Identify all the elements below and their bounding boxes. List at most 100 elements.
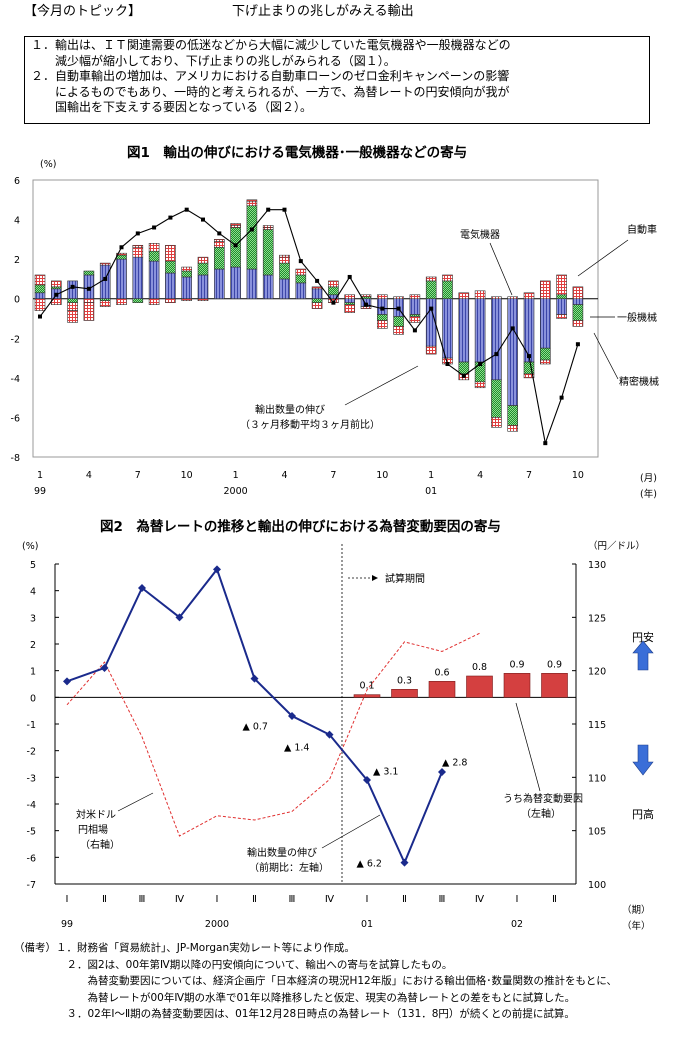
bar-精密機械 (344, 304, 356, 313)
bar-自動車 (409, 294, 421, 300)
quarter-label: Ⅲ (139, 894, 146, 905)
year-label: 01 (361, 919, 373, 930)
bar-一般機械 (148, 250, 160, 262)
note-line: ３．02年Ⅰ～Ⅱ期の為替変動要因は、01年12月28日時点の為替レート（131．… (14, 1008, 575, 1020)
bar-精密機械 (507, 425, 519, 432)
bar-exchange-factor (541, 673, 568, 698)
bar-自動車 (393, 296, 404, 300)
y-tick-label: -4 (11, 374, 20, 385)
quarter-label: Ⅰ (366, 894, 369, 905)
left-tick-label: -6 (27, 853, 36, 864)
year-label: 99 (34, 486, 46, 497)
line-point (54, 292, 59, 297)
label-volume-1: 輸出数量の伸び (255, 403, 325, 416)
topic-label: 【今月のトピック】 (24, 4, 142, 19)
left-tick-label: -5 (27, 827, 36, 838)
bar-電気機器 (165, 272, 176, 300)
bar-label-1: うち為替変動要因 (503, 792, 583, 805)
year-label: 2000 (224, 486, 248, 497)
line-point (86, 286, 91, 291)
bar-精密機械 (67, 310, 78, 323)
bar-精密機械 (165, 298, 176, 303)
line-point (266, 207, 271, 212)
quarter-label: Ⅲ (289, 894, 296, 905)
bar-自動車 (279, 256, 290, 264)
quarter-label: Ⅱ (102, 894, 107, 905)
bar-精密機械 (132, 244, 144, 248)
note-line: ２．図2は、00年第Ⅳ期以降の円安傾向について、輸出への寄与を試算したもの。 (14, 958, 453, 971)
right-unit: （円／ドル） (588, 540, 645, 552)
bar-電気機器 (556, 298, 567, 315)
line-point (363, 776, 371, 784)
line-point (63, 677, 71, 686)
bar-自動車 (458, 292, 470, 300)
bar-精密機械 (311, 302, 323, 309)
bar-精密機械 (556, 314, 567, 319)
note-line: 為替変動要因については、経済企画庁「日本経済の現況H12年版」における輸出価格･… (14, 975, 617, 987)
left-tick-label: -2 (27, 747, 36, 758)
left-unit: (%) (22, 541, 38, 552)
bar-精密機械 (409, 316, 421, 323)
right-tick-label: 125 (588, 613, 606, 624)
right-tick-label: 100 (588, 880, 606, 891)
x-tick-label: 7 (330, 470, 336, 481)
bar-自動車 (507, 296, 519, 300)
line-point (298, 259, 303, 264)
bar-電気機器 (148, 260, 160, 300)
line-point (364, 302, 368, 307)
trial-label: 試算期間 (385, 572, 425, 585)
chart1: 6 4 2 0 -2 -4 -6 -8 (%) 1 4 7 10 1 4 7 10 1 4 7 10 99 2000 01 (月… (11, 159, 659, 500)
notes: （備考）１．財務省「貿易統計」、JP-Morgan実効レート等により作成。 ２．… (14, 940, 617, 1023)
bar-自動車 (116, 252, 127, 256)
line-point (412, 328, 417, 333)
left-tick-label: -7 (27, 880, 36, 891)
quarter-label: Ⅱ (552, 894, 557, 905)
bar-自動車 (311, 286, 323, 290)
x-unit-year: （年） (622, 920, 651, 932)
bar-exchange-factor (391, 689, 418, 698)
x-tick-label: 4 (281, 470, 287, 481)
line-point (461, 373, 466, 378)
y-tick-label: -8 (11, 453, 20, 464)
line-point (282, 207, 287, 212)
left-tick-label: -1 (27, 720, 36, 731)
label-precision: 精密機械 (619, 375, 659, 388)
bar-精密機械 (148, 298, 160, 305)
bar-exchange-factor (353, 694, 381, 698)
line-point (400, 858, 409, 867)
line-point (331, 300, 336, 305)
bar-電気機器 (344, 298, 356, 303)
bar-自動車 (83, 298, 95, 303)
leader-bar (515, 702, 541, 792)
bar-自動車 (181, 266, 192, 272)
bar-一般機械 (132, 298, 144, 303)
bar-自動車 (295, 268, 307, 276)
bar-自動車 (539, 280, 551, 300)
chart2: 5 4 3 2 1 0 -1 -2 -3 -4 -5 -6 -7 130 125 120 115 110 105 10… (22, 540, 654, 932)
left-tick-label: 5 (30, 560, 36, 571)
y-tick-label: 4 (14, 216, 20, 227)
bar-exchange-factor (428, 681, 456, 698)
bar-電気機器 (116, 258, 127, 300)
right-tick-label: 105 (588, 827, 606, 838)
bar-一般機械 (279, 262, 290, 280)
line-point (103, 276, 108, 281)
yen-strong-label: 円高 (632, 807, 654, 821)
bar-自動車 (67, 302, 78, 311)
label-general: 一般機械 (617, 311, 657, 324)
line-point (100, 664, 109, 672)
bar-精密機械 (262, 225, 274, 228)
line-point (70, 284, 75, 289)
bar-一般機械 (442, 280, 453, 300)
line-point (429, 306, 434, 311)
arrow-up-icon (632, 640, 654, 671)
volume-label-2: （前期比：左軸） (249, 861, 329, 874)
bar-電気機器 (230, 266, 241, 300)
bar-電気機器 (523, 298, 535, 363)
y-tick-label: 2 (14, 255, 20, 266)
yen-weak-label: 円安 (632, 630, 654, 644)
left-tick-label: -4 (27, 800, 36, 811)
line-point (527, 354, 531, 359)
note-line: （備考）１．財務省「貿易統計」、JP-Morgan実効レート等により作成。 (14, 942, 355, 954)
line-point (380, 306, 385, 311)
